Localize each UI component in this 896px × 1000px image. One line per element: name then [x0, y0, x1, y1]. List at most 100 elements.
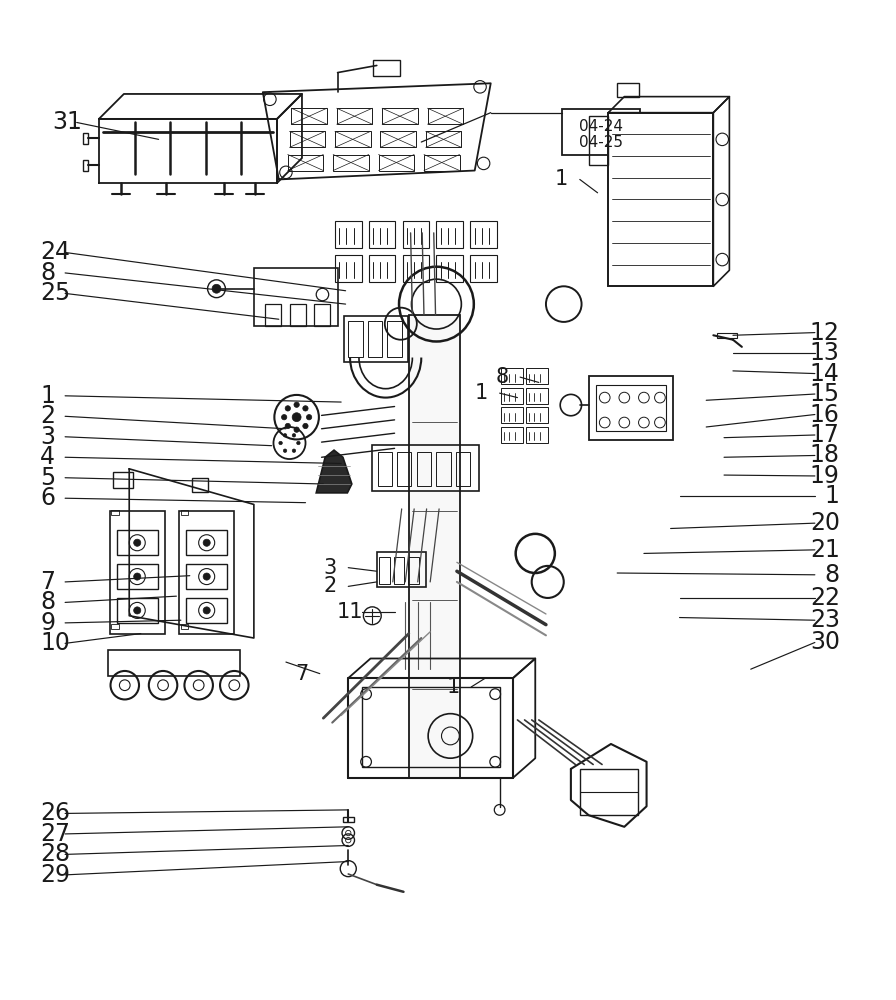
Text: 1: 1 [475, 383, 488, 403]
Bar [596, 385, 666, 431]
Circle shape [134, 607, 141, 614]
Text: 27: 27 [40, 822, 70, 846]
Text: 7: 7 [295, 664, 308, 684]
Bar [108, 650, 239, 676]
Bar [456, 452, 470, 486]
Bar [402, 255, 429, 282]
Text: 3: 3 [323, 558, 337, 578]
Circle shape [203, 539, 211, 546]
Bar [264, 304, 280, 326]
Text: 6: 6 [40, 486, 56, 510]
Bar [337, 108, 373, 124]
Text: 26: 26 [40, 801, 70, 825]
Circle shape [283, 449, 287, 453]
Circle shape [203, 607, 211, 614]
Text: 04-24: 04-24 [579, 119, 623, 134]
Bar [116, 598, 158, 623]
Text: 7: 7 [40, 570, 56, 594]
Bar [373, 60, 400, 76]
Text: 1: 1 [555, 169, 568, 189]
Bar [181, 624, 188, 629]
Circle shape [134, 539, 141, 546]
Circle shape [303, 406, 308, 411]
Bar [186, 598, 228, 623]
Bar [113, 472, 133, 488]
Text: 8: 8 [495, 367, 508, 387]
Bar [526, 388, 547, 404]
Circle shape [212, 284, 221, 293]
Bar [288, 155, 323, 171]
Bar [426, 131, 461, 147]
Text: 25: 25 [40, 281, 71, 305]
Bar [291, 108, 327, 124]
Bar [83, 160, 89, 171]
Text: 18: 18 [810, 443, 840, 467]
Circle shape [306, 415, 312, 420]
Bar [83, 133, 89, 144]
Circle shape [203, 573, 211, 580]
Bar [369, 221, 395, 248]
Bar [376, 552, 426, 587]
Text: 16: 16 [810, 403, 840, 427]
Bar [717, 333, 737, 338]
Bar [589, 376, 673, 440]
Bar [589, 116, 608, 165]
Circle shape [279, 441, 282, 445]
Text: 8: 8 [40, 261, 56, 285]
Circle shape [292, 434, 296, 437]
Bar [387, 321, 401, 357]
Bar [192, 478, 208, 492]
Bar [502, 368, 522, 384]
Bar [333, 155, 369, 171]
Bar [343, 817, 354, 822]
Text: 1: 1 [40, 384, 55, 408]
Bar [116, 530, 158, 555]
Text: 4: 4 [40, 445, 56, 469]
Bar [502, 407, 522, 423]
Bar [335, 221, 362, 248]
Bar [502, 427, 522, 443]
Bar [377, 452, 392, 486]
Bar [362, 687, 500, 767]
Text: 8: 8 [40, 590, 56, 614]
Bar [393, 557, 404, 584]
Bar [380, 131, 416, 147]
Bar [181, 510, 188, 515]
Bar [526, 427, 547, 443]
Circle shape [303, 423, 308, 429]
Text: 8: 8 [824, 563, 840, 587]
Bar [562, 109, 641, 155]
Text: 9: 9 [40, 611, 56, 635]
Text: 22: 22 [810, 586, 840, 610]
Text: 30: 30 [810, 630, 840, 654]
Bar [314, 304, 331, 326]
Text: 10: 10 [40, 631, 70, 655]
Bar [335, 131, 371, 147]
Text: 31: 31 [52, 110, 82, 134]
Bar [111, 624, 118, 629]
Bar [369, 255, 395, 282]
Text: 1: 1 [825, 484, 840, 508]
Bar [349, 321, 363, 357]
Bar [424, 155, 460, 171]
Bar [617, 83, 640, 97]
Text: 19: 19 [810, 464, 840, 488]
Bar [470, 255, 497, 282]
Circle shape [294, 427, 299, 432]
Circle shape [134, 573, 141, 580]
Bar [116, 564, 158, 589]
Bar [436, 255, 463, 282]
Text: 15: 15 [810, 382, 840, 406]
Bar [378, 155, 414, 171]
Text: 17: 17 [810, 423, 840, 447]
Text: 20: 20 [810, 511, 840, 535]
Bar [379, 557, 390, 584]
Text: 1: 1 [446, 677, 460, 697]
Bar [186, 530, 228, 555]
Polygon shape [316, 450, 352, 493]
Bar [289, 304, 306, 326]
Bar [109, 511, 165, 634]
Circle shape [283, 434, 287, 437]
Bar [417, 452, 431, 486]
Bar [502, 388, 522, 404]
